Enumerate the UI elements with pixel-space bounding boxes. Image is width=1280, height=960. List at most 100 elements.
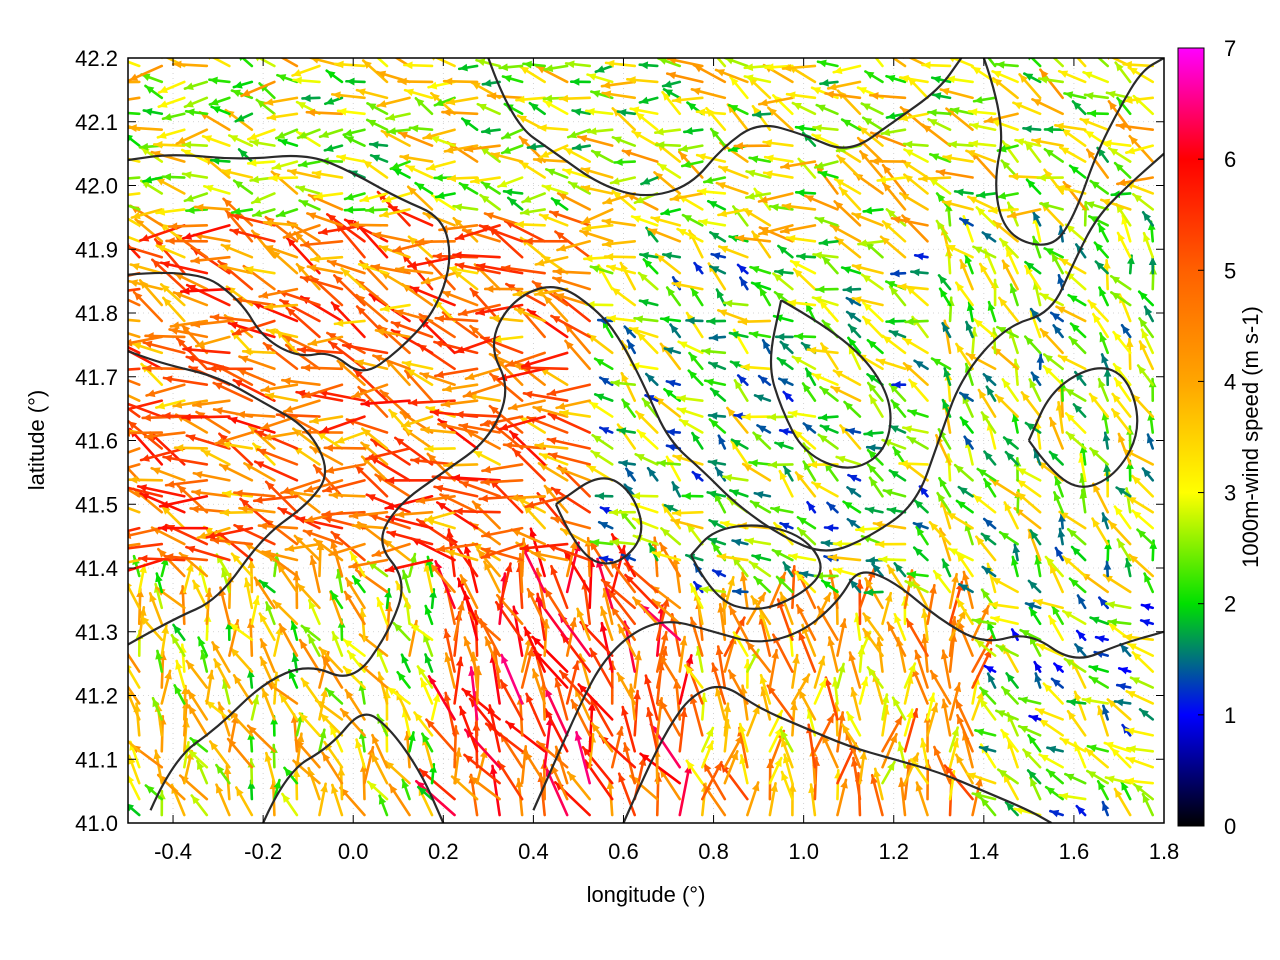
wind-vector — [941, 698, 952, 737]
wind-vector — [590, 149, 614, 163]
wind-vector — [676, 394, 704, 403]
wind-vector — [1129, 676, 1155, 689]
wind-vector — [295, 516, 344, 530]
wind-vector — [453, 656, 464, 705]
wind-vector — [1015, 478, 1042, 498]
wind-vector — [256, 448, 299, 466]
wind-vector — [342, 638, 366, 657]
wind-vector — [128, 419, 164, 450]
wind-vector — [654, 396, 682, 418]
wind-vector — [151, 696, 164, 721]
wind-vector — [309, 445, 344, 466]
wind-vector — [770, 505, 794, 514]
wind-vector — [162, 454, 209, 466]
wind-vector — [678, 654, 694, 705]
wind-vector — [989, 477, 1019, 498]
wind-vector — [665, 455, 682, 482]
wind-vector — [775, 575, 794, 594]
wind-vector — [150, 466, 186, 482]
wind-vector — [306, 212, 344, 227]
wind-vector — [307, 599, 321, 626]
wind-vector — [1048, 563, 1064, 594]
wind-vector — [445, 549, 479, 562]
wind-vector — [1044, 555, 1064, 578]
wind-vector — [458, 480, 501, 498]
wind-vector — [577, 134, 614, 147]
wind-vector — [782, 561, 794, 578]
wind-vector — [554, 293, 591, 307]
wind-vector — [300, 624, 321, 642]
wind-vector — [728, 605, 749, 642]
wind-vector — [1093, 241, 1109, 259]
wind-vector — [644, 674, 659, 721]
wind-vector — [276, 562, 299, 594]
wind-vector — [128, 486, 164, 498]
wind-vector — [687, 369, 704, 387]
wind-vector — [774, 441, 794, 450]
wind-vector — [405, 164, 434, 179]
wind-vector — [1088, 675, 1109, 689]
wind-vector — [1139, 618, 1155, 627]
wind-vector — [566, 771, 591, 801]
wind-vector — [861, 116, 884, 132]
wind-vector — [947, 140, 974, 149]
wind-vector — [271, 160, 299, 170]
wind-vector — [1141, 210, 1155, 227]
wind-vector — [812, 124, 839, 133]
wind-vector — [632, 596, 659, 626]
wind-vector — [659, 315, 682, 324]
wind-vector — [1068, 164, 1087, 179]
wind-vector — [907, 409, 929, 418]
wind-vector — [965, 320, 974, 339]
wind-vector — [898, 777, 907, 817]
wind-vector — [815, 103, 839, 116]
wind-vector — [579, 229, 614, 243]
wind-vector — [292, 76, 321, 85]
wind-vector — [409, 622, 434, 642]
wind-vector — [318, 128, 344, 139]
wind-vector — [1036, 460, 1064, 482]
wind-vector — [658, 767, 682, 801]
y-tick-label: 41.6 — [75, 429, 118, 454]
wind-vector — [639, 752, 682, 785]
wind-vector — [571, 143, 591, 151]
wind-vector — [1102, 431, 1111, 450]
wind-vector — [974, 638, 997, 657]
wind-vector — [872, 520, 907, 530]
wind-vector — [1057, 354, 1087, 371]
wind-vector — [1131, 192, 1155, 211]
wind-vector — [435, 501, 479, 530]
wind-vector — [813, 160, 839, 170]
wind-vector — [1027, 734, 1042, 753]
wind-vector — [499, 679, 524, 721]
wind-vector — [1012, 101, 1042, 116]
wind-vector — [243, 577, 254, 610]
wind-vector — [921, 61, 952, 70]
wind-vector — [1039, 68, 1064, 100]
wind-vector — [739, 276, 749, 291]
wind-vector — [685, 522, 704, 546]
wind-vector — [590, 721, 614, 753]
wind-vector — [275, 208, 299, 218]
wind-vector — [709, 231, 727, 243]
wind-vector — [685, 759, 704, 785]
wind-vector — [756, 424, 772, 434]
wind-vector — [1124, 727, 1155, 737]
wind-vector — [458, 182, 479, 195]
wind-vector — [450, 473, 501, 482]
wind-vector — [842, 500, 862, 514]
wind-vector — [778, 427, 794, 436]
wind-vector — [832, 369, 862, 387]
wind-vector — [751, 553, 772, 562]
wind-vector — [787, 552, 817, 562]
wind-vector — [955, 551, 974, 578]
wind-vector — [928, 176, 952, 195]
wind-vector — [384, 760, 411, 785]
wind-vector — [827, 636, 839, 673]
wind-vector — [752, 431, 772, 450]
wind-vector — [1046, 745, 1064, 754]
wind-vector — [656, 459, 682, 468]
wind-vector — [711, 569, 727, 578]
wind-vector — [948, 737, 960, 769]
wind-vector — [441, 383, 479, 393]
